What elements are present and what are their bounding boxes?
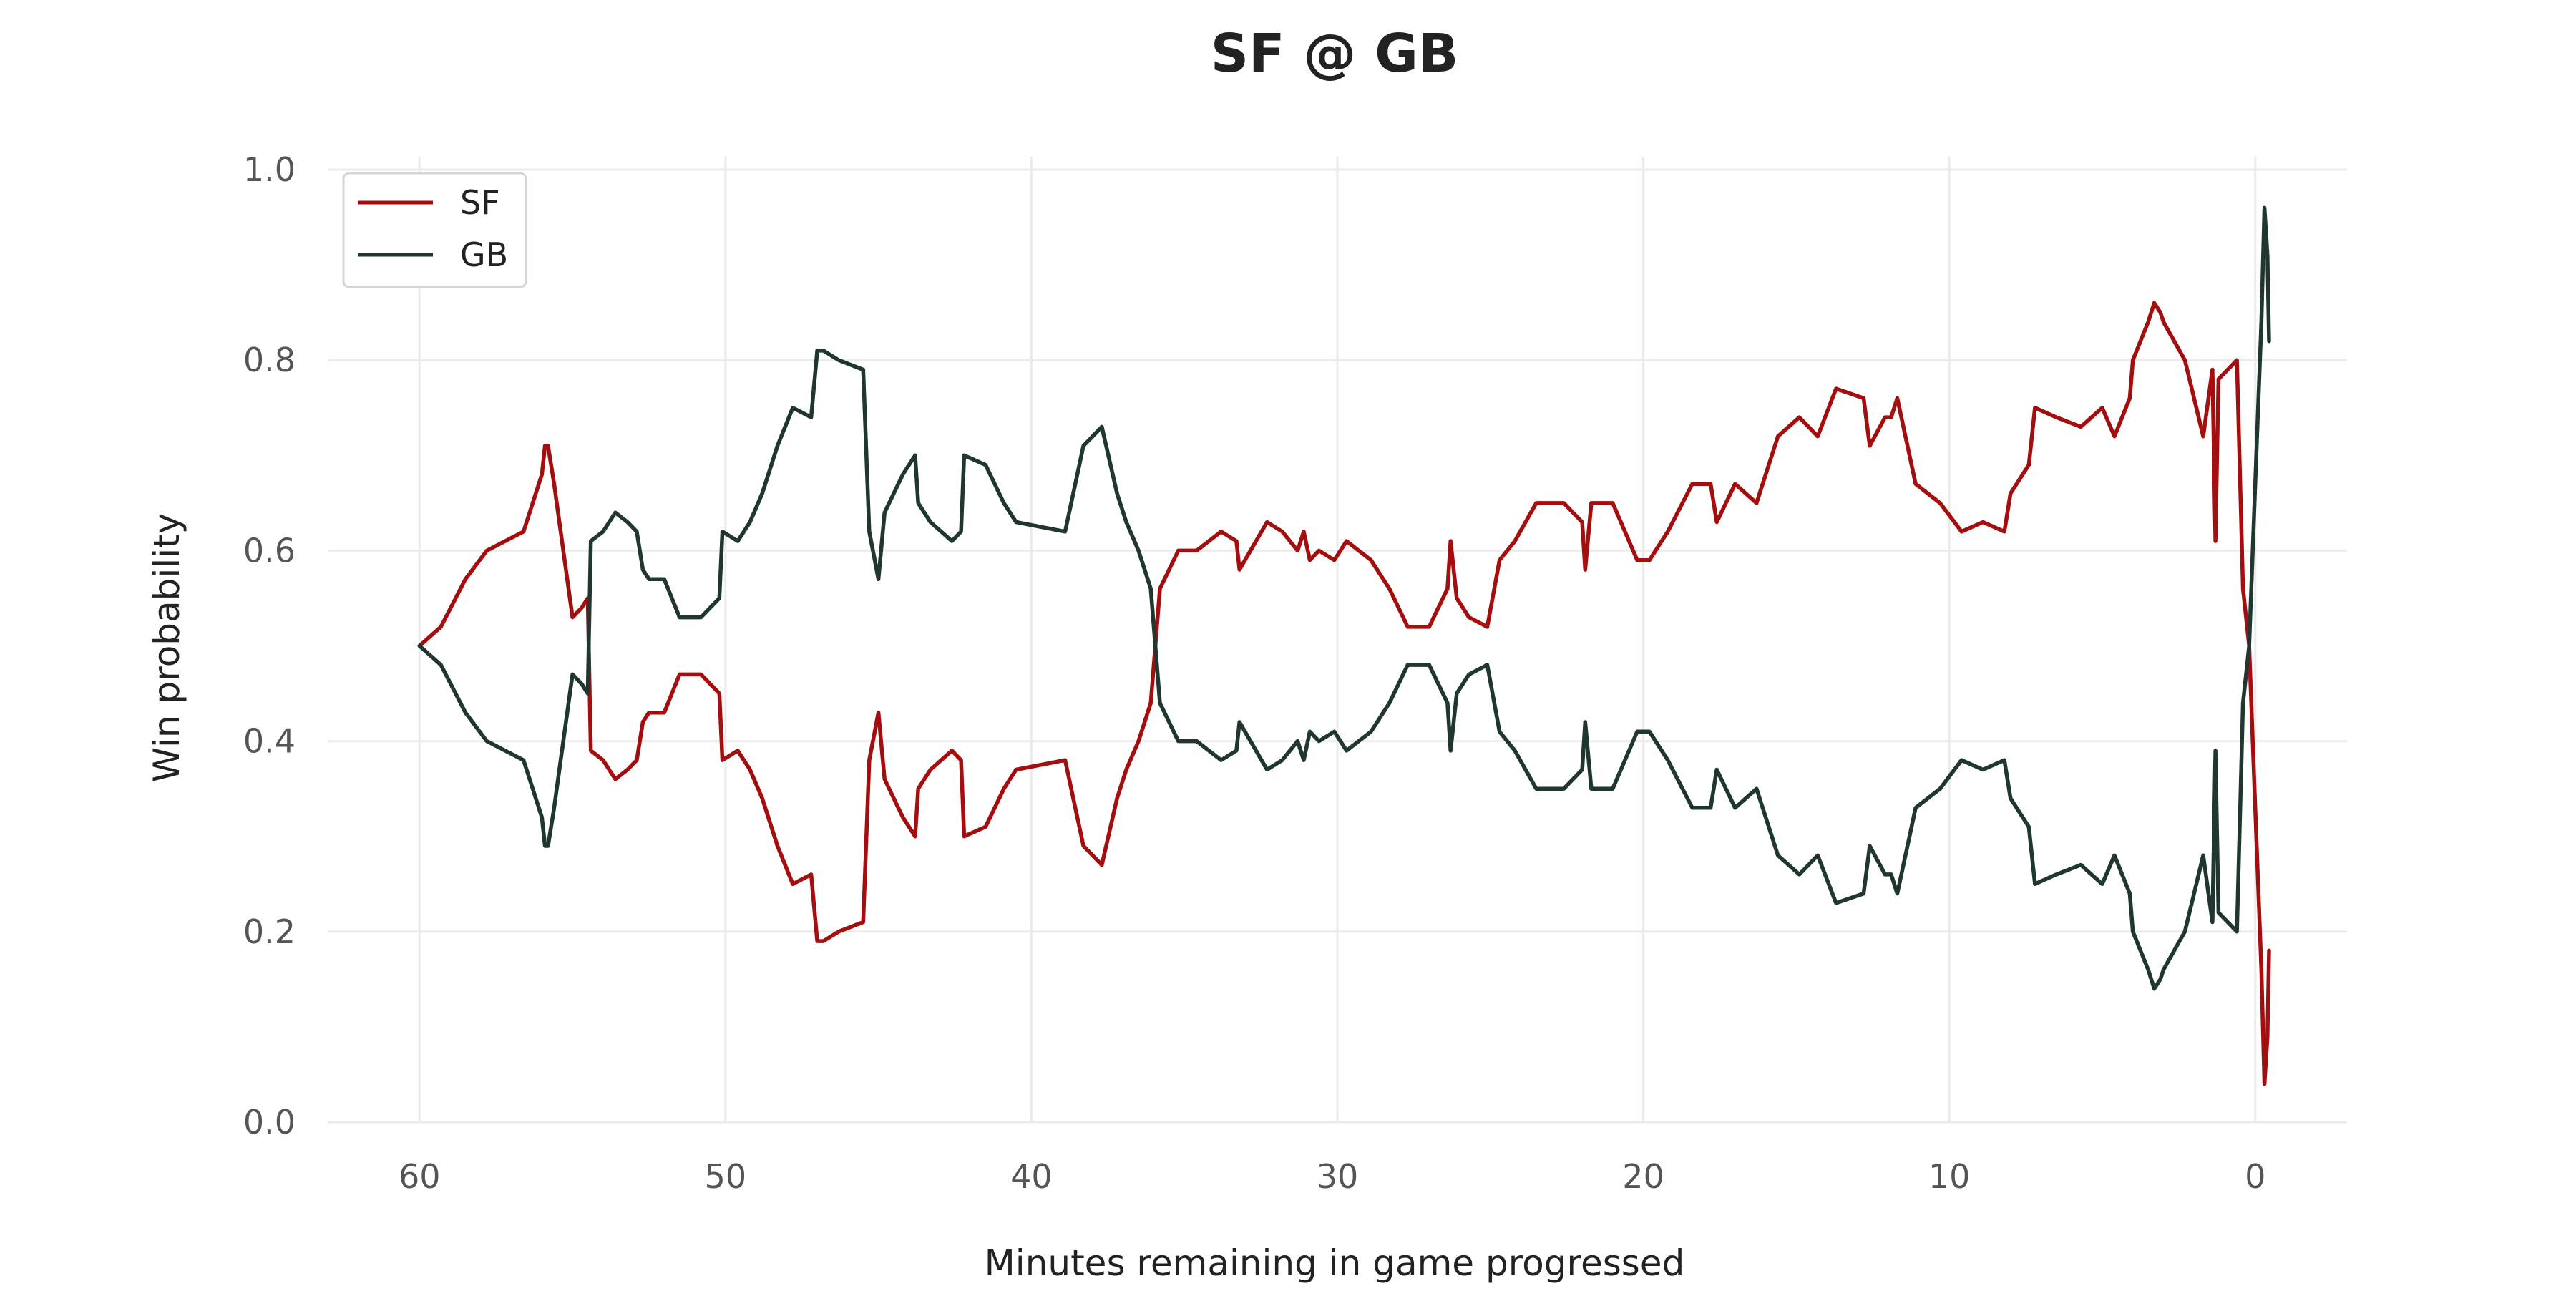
y-tick-label: 0.0: [243, 1103, 296, 1141]
legend: SF GB: [342, 172, 527, 288]
y-axis-title: Win probability: [146, 513, 187, 783]
tick-layer: 60 50 40 30 20 10 0 0.0 0.2 0.4 0.6 0.8 1.0: [243, 150, 2266, 1196]
x-tick-label: 50: [705, 1157, 747, 1196]
series-line-sf: [417, 301, 2271, 1086]
series-line-gb: [417, 205, 2271, 991]
x-tick-label: 0: [2245, 1157, 2265, 1196]
x-tick-label: 40: [1010, 1157, 1053, 1196]
x-axis-title: Minutes remaining in game progressed: [985, 1242, 1685, 1284]
x-tick-label: 20: [1622, 1157, 1664, 1196]
series-layer: [417, 205, 2271, 1086]
legend-label-sf: SF: [460, 183, 500, 222]
y-tick-label: 0.6: [243, 531, 296, 570]
y-tick-label: 0.4: [243, 722, 296, 761]
x-tick-label: 30: [1317, 1157, 1359, 1196]
y-tick-label: 1.0: [243, 150, 296, 189]
grid-layer: [328, 157, 2347, 1124]
y-tick-label: 0.2: [243, 912, 296, 951]
legend-label-gb: GB: [460, 235, 508, 274]
x-tick-label: 60: [399, 1157, 441, 1196]
x-tick-label: 10: [1928, 1157, 1971, 1196]
chart-title: SF @ GB: [1211, 23, 1459, 84]
y-tick-label: 0.8: [243, 341, 296, 379]
